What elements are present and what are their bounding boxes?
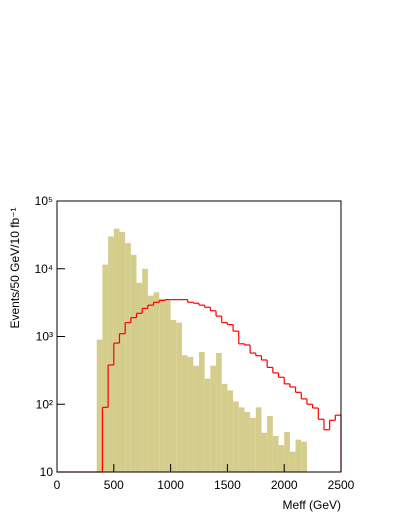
x-tick-label: 2500 (328, 478, 355, 492)
bar (238, 407, 245, 472)
bar (233, 401, 239, 472)
bar (289, 451, 296, 472)
bar (187, 356, 194, 472)
y-tick-label: 10⁵ (35, 194, 53, 208)
step-connector (101, 299, 342, 472)
bar (250, 417, 256, 472)
bar (210, 365, 217, 472)
bar (170, 320, 177, 472)
bar (244, 411, 251, 472)
bar (295, 439, 302, 472)
bar (153, 292, 160, 472)
bar (204, 378, 211, 472)
y-tick-label: 10 (40, 465, 54, 479)
bar (102, 264, 109, 472)
bar (267, 416, 273, 472)
bar (301, 441, 307, 472)
bar (108, 236, 114, 472)
bar (159, 298, 165, 472)
bar (199, 352, 205, 472)
x-tick-label: 0 (54, 478, 61, 492)
y-axis-title: Events/50 GeV/10 fb⁻¹ (8, 207, 22, 328)
bar (261, 432, 268, 472)
bar (278, 445, 285, 472)
bar (255, 407, 262, 472)
y-tick-label: 10⁴ (34, 262, 53, 276)
bar (176, 322, 182, 472)
bar (96, 339, 103, 472)
bar (113, 228, 120, 472)
x-tick-label: 500 (104, 478, 124, 492)
bar (164, 300, 171, 472)
x-axis-title: Meff (GeV) (283, 498, 341, 512)
bar (125, 242, 131, 472)
bar (119, 231, 126, 472)
bar (227, 390, 234, 472)
x-tick-label: 1000 (157, 478, 184, 492)
bar (284, 431, 290, 472)
bar (193, 365, 199, 472)
bar (181, 355, 188, 472)
bar (221, 383, 228, 472)
bar (272, 435, 279, 472)
bar (136, 282, 143, 472)
bar (130, 254, 137, 472)
x-tick-label: 2000 (271, 478, 298, 492)
y-tick-label: 10² (36, 397, 53, 411)
bar (147, 295, 154, 472)
bar (142, 268, 148, 472)
bar (216, 353, 222, 472)
x-tick-label: 1500 (214, 478, 241, 492)
y-tick-label: 10³ (36, 330, 53, 344)
